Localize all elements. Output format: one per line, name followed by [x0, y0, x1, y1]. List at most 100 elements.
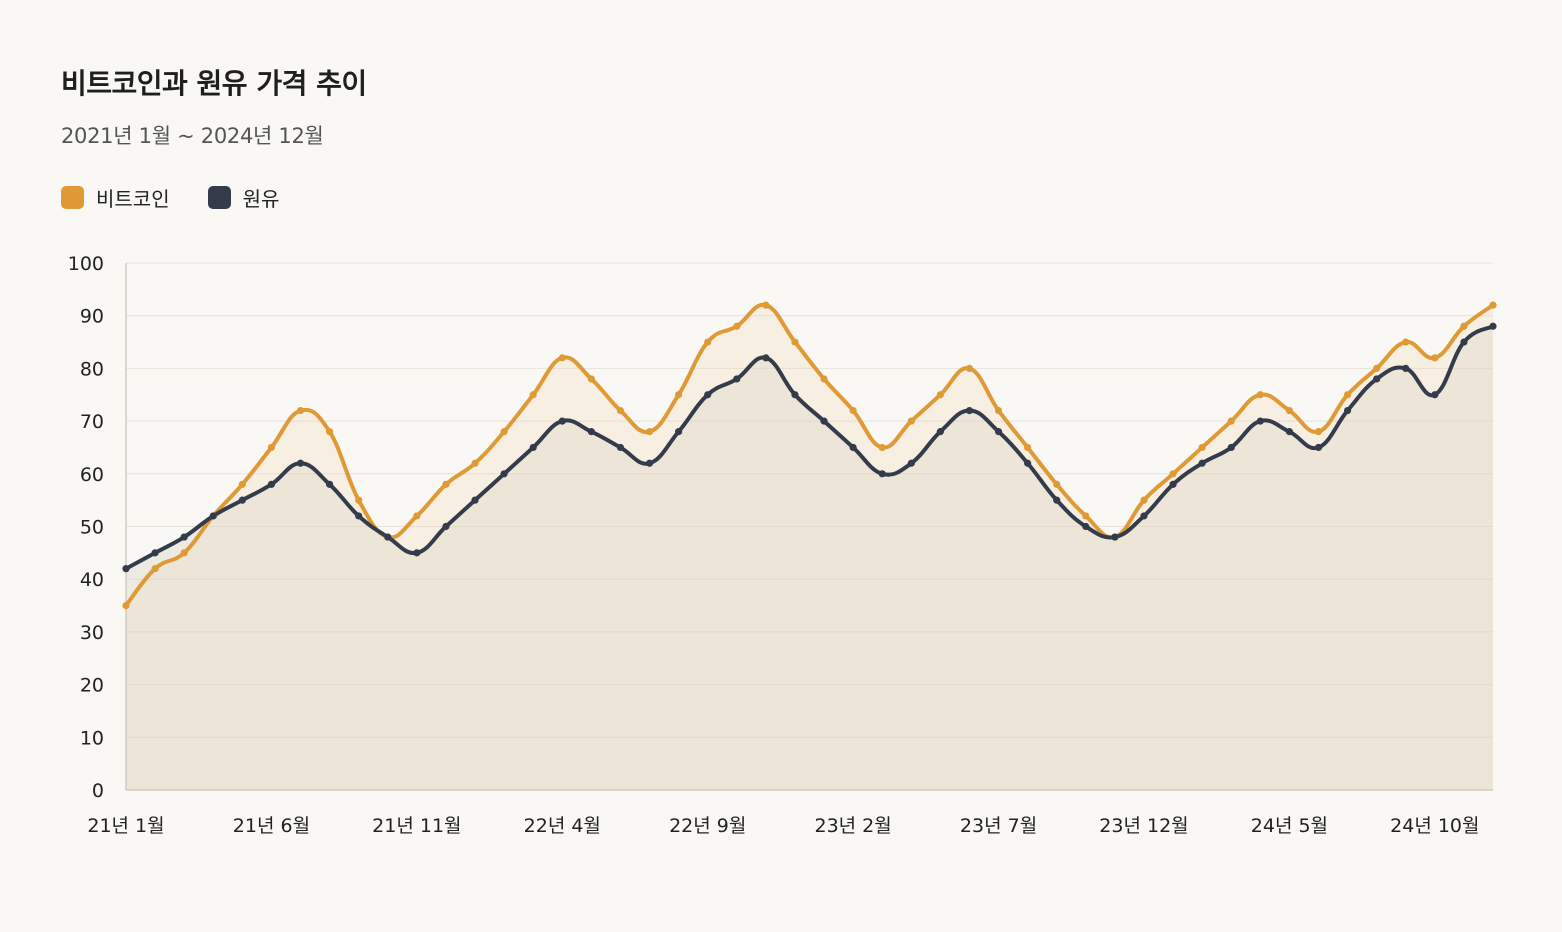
data-point-bitcoin[interactable] — [675, 391, 683, 399]
data-point-bitcoin[interactable] — [1285, 406, 1294, 415]
data-point-bitcoin[interactable] — [1373, 364, 1381, 372]
data-point-oil[interactable] — [209, 512, 217, 520]
data-point-oil[interactable] — [1431, 391, 1439, 399]
data-point-bitcoin[interactable] — [442, 480, 450, 488]
data-point-bitcoin[interactable] — [1227, 417, 1235, 425]
data-point-bitcoin[interactable] — [645, 428, 654, 436]
data-point-bitcoin[interactable] — [529, 391, 537, 399]
data-point-bitcoin[interactable] — [616, 406, 625, 415]
legend-item-oil[interactable]: 원유 — [207, 183, 279, 212]
data-point-oil[interactable] — [1053, 496, 1061, 504]
data-point-oil[interactable] — [1227, 443, 1235, 452]
data-point-bitcoin[interactable] — [1489, 301, 1497, 309]
data-point-oil[interactable] — [1256, 417, 1264, 425]
data-point-bitcoin[interactable] — [965, 364, 974, 372]
data-point-oil[interactable] — [1198, 459, 1206, 467]
data-point-oil[interactable] — [296, 459, 305, 467]
data-point-oil[interactable] — [558, 417, 566, 425]
data-point-oil[interactable] — [1140, 512, 1148, 520]
data-point-oil[interactable] — [616, 443, 625, 452]
data-point-bitcoin[interactable] — [296, 406, 305, 415]
data-point-bitcoin[interactable] — [1169, 470, 1177, 478]
data-point-oil[interactable] — [1343, 406, 1352, 415]
data-point-bitcoin[interactable] — [936, 391, 944, 399]
data-point-oil[interactable] — [1489, 322, 1497, 330]
data-point-oil[interactable] — [529, 443, 537, 452]
data-point-oil[interactable] — [1460, 338, 1468, 346]
data-point-bitcoin[interactable] — [1402, 338, 1410, 346]
data-point-bitcoin[interactable] — [762, 301, 770, 309]
y-tick-label: 10 — [80, 727, 104, 749]
data-point-oil[interactable] — [384, 533, 392, 541]
data-point-bitcoin[interactable] — [820, 375, 828, 383]
data-point-bitcoin[interactable] — [994, 406, 1003, 415]
data-point-bitcoin[interactable] — [587, 375, 595, 383]
data-point-bitcoin[interactable] — [1314, 428, 1323, 436]
data-point-bitcoin[interactable] — [238, 480, 246, 488]
data-point-oil[interactable] — [1169, 480, 1177, 488]
data-point-oil[interactable] — [238, 496, 246, 504]
data-point-oil[interactable] — [1285, 428, 1294, 436]
data-point-bitcoin[interactable] — [471, 459, 479, 467]
legend-swatch-bitcoin — [61, 186, 84, 209]
data-point-oil[interactable] — [267, 480, 276, 488]
data-point-bitcoin[interactable] — [1053, 480, 1061, 488]
data-point-bitcoin[interactable] — [500, 428, 508, 436]
data-point-bitcoin[interactable] — [180, 549, 188, 557]
data-point-oil[interactable] — [878, 470, 886, 478]
data-point-bitcoin[interactable] — [325, 428, 334, 436]
data-point-oil[interactable] — [355, 512, 363, 520]
data-point-oil[interactable] — [704, 391, 712, 399]
data-point-bitcoin[interactable] — [558, 354, 566, 362]
data-point-oil[interactable] — [1402, 364, 1410, 372]
y-tick-label: 90 — [80, 306, 104, 328]
data-point-bitcoin[interactable] — [733, 322, 741, 330]
data-point-bitcoin[interactable] — [878, 443, 886, 452]
data-point-oil[interactable] — [733, 375, 741, 383]
data-point-oil[interactable] — [325, 480, 334, 488]
data-point-bitcoin[interactable] — [1460, 322, 1468, 330]
data-point-oil[interactable] — [442, 522, 450, 531]
data-point-bitcoin[interactable] — [791, 338, 799, 346]
data-point-bitcoin[interactable] — [1082, 512, 1090, 520]
data-point-bitcoin[interactable] — [907, 417, 915, 425]
data-point-bitcoin[interactable] — [151, 565, 159, 573]
data-point-oil[interactable] — [849, 443, 857, 452]
data-point-oil[interactable] — [791, 391, 799, 399]
data-point-oil[interactable] — [762, 354, 770, 362]
data-point-oil[interactable] — [1314, 443, 1323, 452]
y-tick-label: 40 — [80, 569, 104, 591]
data-point-bitcoin[interactable] — [1256, 391, 1264, 399]
data-point-oil[interactable] — [965, 406, 974, 415]
data-point-oil[interactable] — [471, 496, 479, 504]
data-point-bitcoin[interactable] — [1198, 443, 1206, 452]
data-point-oil[interactable] — [936, 428, 944, 436]
data-point-oil[interactable] — [675, 428, 683, 436]
data-point-bitcoin[interactable] — [1024, 443, 1032, 452]
data-point-oil[interactable] — [413, 549, 421, 557]
x-tick-label: 23년 7월 — [960, 815, 1037, 837]
data-point-bitcoin[interactable] — [355, 496, 363, 504]
data-point-oil[interactable] — [820, 417, 828, 425]
data-point-oil[interactable] — [645, 459, 654, 467]
data-point-bitcoin[interactable] — [267, 443, 276, 452]
data-point-bitcoin[interactable] — [704, 338, 712, 346]
data-point-bitcoin[interactable] — [122, 601, 130, 610]
data-point-oil[interactable] — [1024, 459, 1032, 467]
data-point-bitcoin[interactable] — [1343, 391, 1352, 399]
data-point-oil[interactable] — [122, 565, 130, 573]
data-point-oil[interactable] — [994, 428, 1003, 436]
legend-item-bitcoin[interactable]: 비트코인 — [61, 183, 170, 212]
data-point-bitcoin[interactable] — [1431, 354, 1439, 362]
data-point-bitcoin[interactable] — [413, 512, 421, 520]
data-point-oil[interactable] — [907, 459, 915, 467]
data-point-oil[interactable] — [1373, 375, 1381, 383]
data-point-bitcoin[interactable] — [1140, 496, 1148, 504]
data-point-oil[interactable] — [1111, 533, 1119, 541]
data-point-oil[interactable] — [587, 428, 595, 436]
data-point-oil[interactable] — [500, 470, 508, 478]
data-point-bitcoin[interactable] — [849, 406, 857, 415]
data-point-oil[interactable] — [1082, 522, 1090, 531]
data-point-oil[interactable] — [180, 533, 188, 541]
data-point-oil[interactable] — [151, 549, 159, 557]
